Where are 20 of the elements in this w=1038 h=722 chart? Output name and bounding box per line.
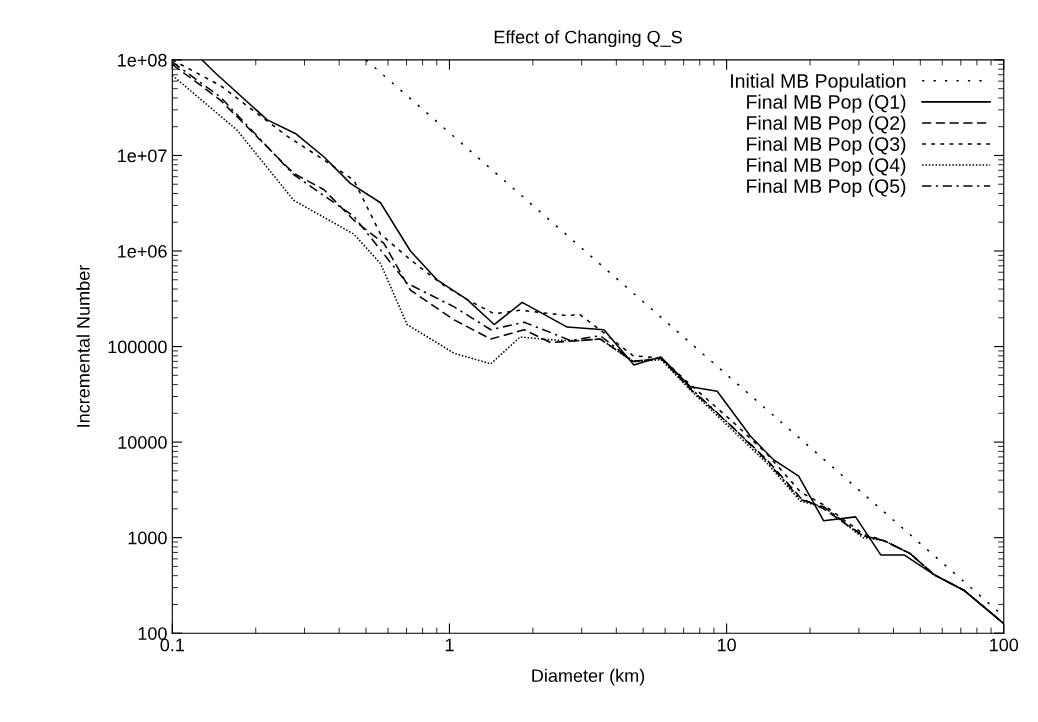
- y-tick-label: 1e+06: [118, 244, 167, 258]
- x-tick-label: 0.1: [160, 638, 184, 652]
- y-tick-label: 100: [138, 627, 167, 640]
- legend-label: Final MB Pop (Q4): [747, 157, 906, 176]
- legend-label: Initial MB Population: [731, 73, 906, 92]
- y-axis-title: Incremental Number: [76, 265, 90, 427]
- chart-title: Effect of Changing Q_S: [494, 30, 682, 48]
- y-tick-label: 1e+07: [118, 149, 167, 163]
- legend-label: Final MB Pop (Q3): [747, 136, 906, 155]
- legend-label: Final MB Pop (Q2): [747, 115, 906, 134]
- legend-label: Final MB Pop (Q5): [747, 178, 906, 197]
- y-tick-label: 10000: [118, 436, 167, 449]
- y-tick-label: 1e+08: [118, 53, 167, 67]
- x-tick-label: 10: [717, 638, 736, 652]
- x-tick-label: 100: [990, 638, 1019, 652]
- x-tick-label: 1: [445, 638, 454, 652]
- x-axis-title: Diameter (km): [532, 668, 645, 686]
- y-tick-label: 100000: [108, 340, 167, 354]
- y-tick-label: 1000: [128, 531, 167, 545]
- legend-label: Final MB Pop (Q1): [747, 94, 906, 113]
